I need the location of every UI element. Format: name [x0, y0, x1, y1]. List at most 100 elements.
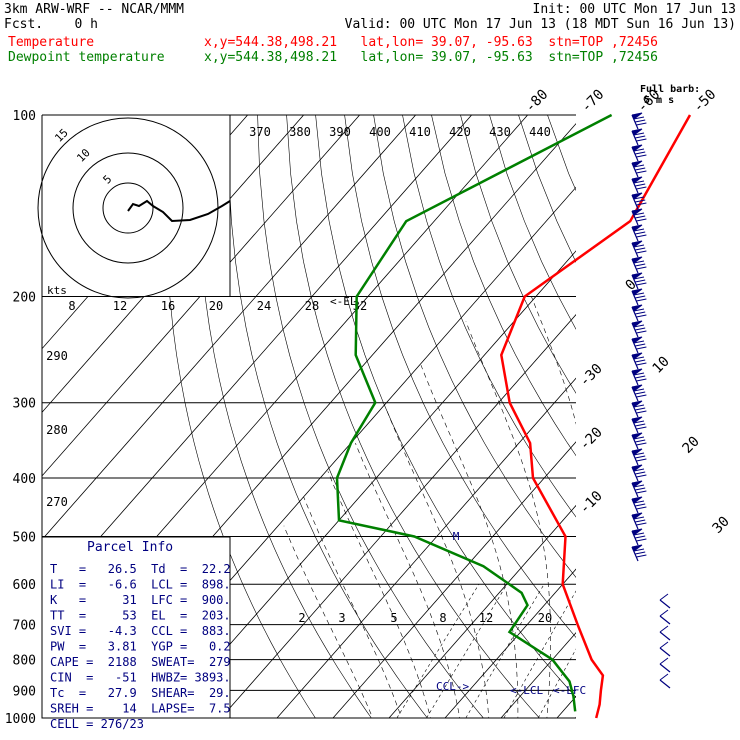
parcel-info-row: CELL = 276/23: [50, 717, 144, 731]
valid-time: Valid: 00 UTC Mon 17 Jun 13 (18 MDT Sun …: [344, 17, 736, 32]
wind-barb-flag: [631, 512, 643, 520]
isotherm-line: [276, 377, 576, 718]
wind-barb-feather: [633, 516, 645, 520]
wind-barb-staff: [631, 130, 639, 146]
wind-barb-feather: [635, 167, 646, 171]
wind-barb-flag: [631, 352, 643, 360]
wind-barb-feather: [636, 394, 647, 398]
wind-barb-staff: [659, 631, 671, 641]
model-title: 3km ARW-WRF -- NCAR/MMM: [4, 2, 185, 17]
wind-barb-feather: [635, 375, 646, 379]
wind-barb-flag: [631, 224, 643, 232]
isotherm-line: [42, 115, 360, 477]
wind-barb-staff: [631, 194, 639, 210]
wind-barb-feather: [636, 138, 647, 142]
wind-barb-feather: [635, 343, 646, 347]
pressure-label: 500: [13, 530, 36, 545]
isotherm-line: [388, 504, 576, 718]
wind-barb-staff: [631, 514, 639, 530]
dry-adiabat-line: [286, 115, 540, 718]
wind-barb-feather: [636, 298, 647, 302]
mixing-ratio-label: 2: [298, 611, 305, 625]
wind-barb-feather: [659, 657, 669, 665]
wind-barb-feather: [635, 519, 646, 523]
wind-barb-staff: [631, 258, 639, 274]
pressure-label: 100: [13, 109, 36, 124]
ccl-marker: CCL->: [436, 680, 469, 693]
wind-barb-feather: [635, 535, 646, 539]
wind-barb-staff: [631, 450, 639, 466]
wind-barb-flag: [631, 384, 643, 392]
isotherm-line: [500, 632, 576, 718]
wind-barb-feather: [636, 122, 647, 126]
parcel-info-row: TT = 53 EL = 203.: [50, 609, 231, 623]
wind-barb-feather: [633, 132, 645, 136]
wind-barb-flag: [631, 400, 643, 408]
wind-barb-feather: [635, 119, 646, 123]
parcel-info-row: T = 26.5 Td = 22.2: [50, 562, 231, 576]
wind-barb-feather: [636, 186, 647, 190]
isotherm-label: -20: [577, 424, 606, 453]
dry-adiabat-line: [344, 115, 576, 638]
parcel-info-frame: [41, 536, 231, 719]
wind-barb-staff: [631, 242, 639, 258]
wind-barb-flag: [631, 208, 643, 216]
mixing-ratio-label: 8: [439, 611, 446, 625]
isotherm-line: [725, 115, 740, 718]
mixed-layer-marker: M: [453, 530, 460, 543]
wind-barb-feather: [633, 372, 645, 376]
moist-adiabat-line: [531, 296, 576, 718]
wind-barb-feather: [635, 279, 646, 283]
sounding-profiles: [335, 113, 692, 719]
mixing-ratio-line: [503, 590, 576, 718]
wind-barb-feather: [659, 641, 669, 649]
wind-barb-feather: [635, 407, 646, 411]
lfc-marker: <-LFC: [553, 684, 586, 697]
theta-label: 410: [409, 125, 431, 139]
forecast-hour: Fcst. 0 h: [4, 17, 98, 32]
pressure-label: 200: [13, 291, 36, 306]
wind-barb-feather: [633, 228, 645, 232]
wind-barb-feather: [633, 276, 645, 280]
wind-barb-feather: [635, 135, 646, 139]
isotherm-label: 30: [710, 514, 733, 537]
wind-barb-feather: [636, 554, 647, 558]
wind-barb-feather: [636, 506, 647, 510]
hodograph-speed-label: 8: [68, 299, 75, 313]
wind-barb-staff: [631, 370, 639, 386]
wind-barb-feather: [659, 625, 669, 633]
isotherm-line: [444, 568, 576, 718]
wind-barb-feather: [635, 295, 646, 299]
wind-barb-staff: [631, 338, 639, 354]
wind-barb-feather: [636, 490, 647, 494]
wind-barb-feather: [633, 484, 645, 488]
wind-barb-staff: [631, 226, 639, 242]
theta-label: 420: [449, 125, 471, 139]
wind-barb-feather: [636, 346, 647, 350]
wind-barb-feather: [636, 170, 647, 174]
dry-adiabat-line: [373, 115, 576, 578]
temperature-station-info: x,y=544.38,498.21 lat,lon= 39.07, -95.63…: [204, 35, 658, 50]
init-time: Init: 00 UTC Mon 17 Jun 13: [532, 2, 737, 17]
moist-adiabat-line: [303, 496, 402, 718]
wind-barb-feather: [633, 324, 645, 328]
wind-barb-feather: [633, 388, 645, 392]
moist-adiabat-line: [327, 471, 431, 718]
wind-barb-feather: [659, 673, 669, 681]
wind-barb-feather: [633, 180, 645, 184]
mixing-ratio-line: [583, 584, 654, 718]
wind-barb-staff: [631, 482, 639, 498]
barb-legend-units: 5 m s: [644, 95, 674, 106]
moist-adiabat-line: [283, 525, 374, 718]
pressure-label: 600: [13, 578, 36, 593]
wind-barb-flag: [631, 336, 643, 344]
dewpoint-station-info: x,y=544.38,498.21 lat,lon= 39.07, -95.63…: [204, 50, 658, 65]
wind-barb-feather: [635, 311, 646, 315]
temperature-profile: [500, 114, 692, 719]
wind-barb-flag: [631, 528, 643, 536]
hodograph-ring: [102, 182, 154, 234]
wind-barb-staff: [631, 274, 639, 290]
wind-barb-flag: [631, 464, 643, 472]
dry-adiabat-label: 280: [46, 423, 68, 437]
wind-barb-feather: [633, 292, 645, 296]
